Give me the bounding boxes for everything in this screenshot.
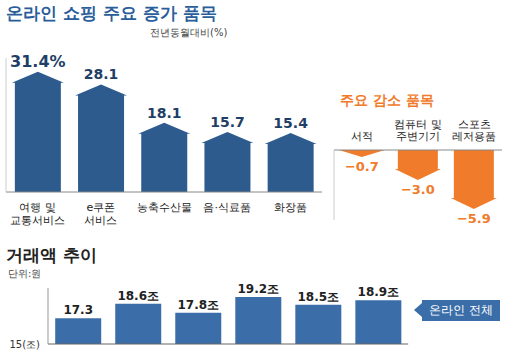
svg-text:−3.0: −3.0 <box>401 182 435 197</box>
svg-text:여행 및교통서비스: 여행 및교통서비스 <box>10 201 65 227</box>
svg-text:31.4%: 31.4% <box>10 52 66 71</box>
html-text:거래액 추이: 거래액 추이 <box>6 245 97 265</box>
svg-text:18.6조: 18.6조 <box>117 289 159 303</box>
svg-text:15(조): 15(조) <box>9 339 40 350</box>
svg-text:음·식료품: 음·식료품 <box>203 201 251 214</box>
svg-text:15.4: 15.4 <box>273 115 308 131</box>
html-text:주요 감소 품목: 주요 감소 품목 <box>340 92 434 108</box>
html-text:온라인 전체: 온라인 전체 <box>429 302 493 317</box>
svg-text:화장품: 화장품 <box>274 201 307 214</box>
svg-text:28.1: 28.1 <box>84 66 119 82</box>
svg-text:서적: 서적 <box>351 130 373 142</box>
svg-text:19.2조: 19.2조 <box>237 282 279 296</box>
svg-text:15.7: 15.7 <box>210 114 245 130</box>
svg-text:17.3: 17.3 <box>63 303 93 317</box>
svg-text:−5.9: −5.9 <box>457 211 491 226</box>
svg-text:농축수산물: 농축수산물 <box>137 201 192 214</box>
html-text:온라인 쇼핑 주요 증가 품목: 온라인 쇼핑 주요 증가 품목 <box>6 3 217 23</box>
svg-text:18.1: 18.1 <box>147 105 182 121</box>
svg-text:17.8조: 17.8조 <box>177 298 219 312</box>
svg-text:−0.7: −0.7 <box>345 159 379 174</box>
html-text:단위:원: 단위:원 <box>8 268 42 279</box>
svg-text:18.9조: 18.9조 <box>358 285 400 299</box>
svg-text:컴퓨터 및주변기기: 컴퓨터 및주변기기 <box>394 118 441 143</box>
svg-text:18.5조: 18.5조 <box>298 290 340 304</box>
html-text:전년동월대비(%): 전년동월대비(%) <box>150 27 228 38</box>
svg-text:스포츠레저용품: 스포츠레저용품 <box>452 118 496 143</box>
svg-text:e쿠폰서비스: e쿠폰서비스 <box>84 201 117 227</box>
